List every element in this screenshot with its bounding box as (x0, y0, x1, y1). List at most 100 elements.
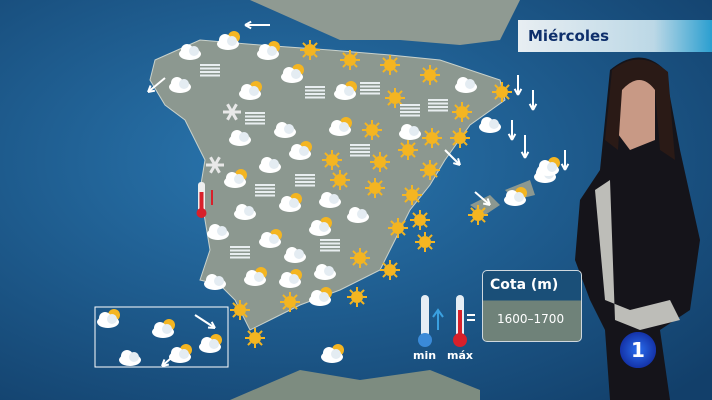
cloud-icon (234, 204, 256, 220)
sun-cloud-icon (224, 169, 247, 188)
snow-level-value: 1600–1700 (497, 312, 565, 326)
fog-icon (245, 112, 265, 125)
sun-icon (330, 170, 350, 190)
sun-icon (388, 218, 408, 238)
snow-icon (223, 103, 241, 121)
sun-cloud-icon (289, 141, 312, 160)
snow-icon (206, 156, 224, 174)
sun-icon (420, 160, 440, 180)
wind-arrow-icon (560, 150, 570, 171)
cloud-icon (314, 264, 336, 280)
sun-cloud-icon (152, 319, 175, 338)
fog-icon (200, 64, 220, 77)
min-temperature-label: min (413, 349, 437, 362)
snow-level-panel: Cota (m) 1600–1700 (482, 270, 582, 342)
sun-icon (230, 300, 250, 320)
sun-icon (280, 292, 300, 312)
weather-icons (97, 20, 570, 367)
fog-icon (230, 246, 250, 259)
sun-cloud-icon (97, 309, 120, 328)
fog-icon (320, 239, 340, 252)
sun-cloud-icon (279, 193, 302, 212)
sun-cloud-icon (537, 157, 560, 176)
cloud-icon (319, 192, 341, 208)
fog-icon (428, 99, 448, 112)
fog-icon (400, 104, 420, 117)
thermometer-legend (418, 295, 475, 347)
wind-arrow-icon (147, 77, 166, 93)
cloud-icon (259, 157, 281, 173)
cloud-icon (347, 207, 369, 223)
sun-icon (450, 128, 470, 148)
presenter (575, 57, 700, 400)
sun-icon (422, 128, 442, 148)
cloud-icon (179, 44, 201, 60)
sun-icon (415, 232, 435, 252)
fog-icon (305, 86, 325, 99)
cloud-icon (119, 350, 141, 366)
sun-icon (380, 55, 400, 75)
cloud-icon (399, 124, 421, 140)
sun-cloud-icon (321, 344, 344, 363)
sun-icon (370, 152, 390, 172)
fog-icon (350, 144, 370, 157)
sun-icon (452, 102, 472, 122)
sun-cloud-icon (334, 81, 357, 100)
sun-icon (365, 178, 385, 198)
wind-arrow-icon (244, 20, 270, 30)
sun-icon (410, 210, 430, 230)
day-label: Miércoles (518, 20, 712, 52)
sun-icon (398, 140, 418, 160)
sun-icon (492, 82, 512, 102)
wind-arrow-icon (528, 90, 538, 111)
wind-arrow-icon (513, 75, 523, 96)
cloud-icon (455, 77, 477, 93)
wind-arrow-icon (161, 351, 179, 367)
sun-icon (245, 328, 265, 348)
cloud-icon (207, 224, 229, 240)
cloud-icon (284, 247, 306, 263)
fog-icon (295, 174, 315, 187)
cloud-icon (229, 130, 251, 146)
channel-logo: 1 (620, 332, 656, 368)
sun-cloud-icon (244, 267, 267, 286)
sun-cloud-icon (279, 269, 302, 288)
sun-cloud-icon (199, 334, 222, 353)
wind-arrow-icon (474, 191, 491, 206)
north-africa-land (230, 370, 480, 400)
cloud-icon (204, 274, 226, 290)
sun-icon (322, 150, 342, 170)
sun-icon (350, 248, 370, 268)
sun-icon (300, 40, 320, 60)
wind-arrow-icon (194, 314, 216, 329)
sun-cloud-icon (329, 117, 352, 136)
fog-icon (360, 82, 380, 95)
france-land (250, 0, 520, 45)
cloud-icon (479, 117, 501, 133)
sun-icon (468, 205, 488, 225)
sun-icon (420, 65, 440, 85)
sun-cloud-icon (259, 229, 282, 248)
sun-cloud-icon (257, 41, 280, 60)
sun-cloud-icon (239, 81, 262, 100)
fog-icon (255, 184, 275, 197)
sun-icon (380, 260, 400, 280)
sun-icon (385, 88, 405, 108)
wind-arrow-icon (507, 120, 517, 141)
cloud-icon (169, 77, 191, 93)
sun-icon (340, 50, 360, 70)
sun-icon (402, 185, 422, 205)
sun-cloud-icon (309, 287, 332, 306)
sun-cloud-icon (217, 31, 240, 50)
sun-cloud-icon (504, 187, 527, 206)
thermometer-icon (196, 182, 213, 218)
max-temperature-label: máx (447, 349, 473, 362)
sun-cloud-icon (309, 217, 332, 236)
canary-inset-frame (94, 306, 229, 368)
sun-icon (347, 287, 367, 307)
sun-icon (362, 120, 382, 140)
snow-level-title: Cota (m) (490, 277, 559, 293)
wind-arrow-icon (444, 149, 461, 166)
sun-cloud-icon (281, 64, 304, 83)
